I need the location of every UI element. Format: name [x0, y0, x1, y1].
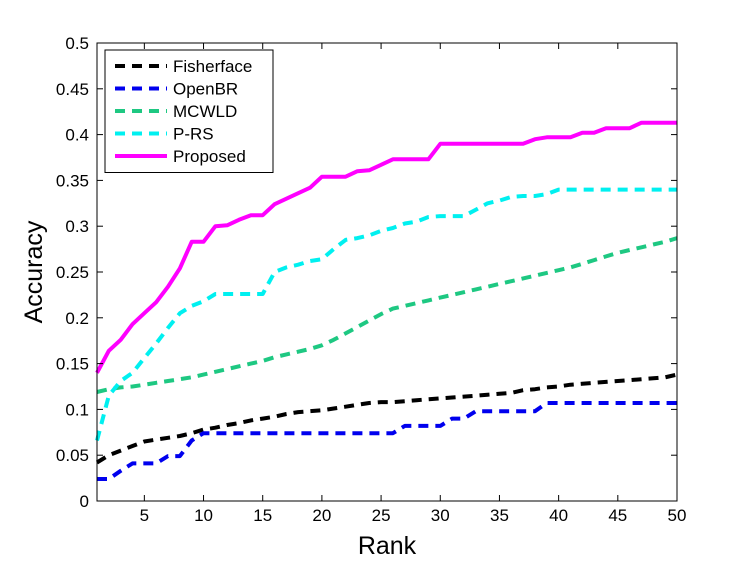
x-tick-label: 25	[372, 506, 391, 525]
legend-label-p-rs: P-RS	[173, 125, 214, 144]
x-tick-label: 40	[549, 506, 568, 525]
y-tick-label: 0.4	[65, 126, 89, 145]
series-line-proposed	[95, 120, 677, 374]
y-tick-label: 0.5	[65, 34, 89, 53]
y-tick-label: 0.2	[65, 309, 89, 328]
legend-label-fisherface: Fisherface	[173, 57, 252, 76]
x-tick-label: 30	[431, 506, 450, 525]
y-tick-label: 0.3	[65, 217, 89, 236]
series-line-mcwld	[96, 236, 678, 394]
x-tick-label: 45	[608, 506, 627, 525]
x-axis-title: Rank	[358, 532, 417, 560]
y-tick-label: 0	[80, 492, 89, 511]
series-layer	[95, 120, 678, 481]
y-tick-label: 0.1	[65, 400, 89, 419]
y-tick-label: 0.35	[56, 171, 89, 190]
legend-label-openbr: OpenBR	[173, 80, 238, 99]
series-line-p-rs	[95, 187, 677, 442]
tick-layer: 5 10 15 20 25 30 35 40 45 50 0 0.05 0.1 0.15 0.2 0.25 0.…	[56, 34, 687, 525]
x-tick-label: 10	[194, 506, 213, 525]
y-tick-label: 0.15	[56, 355, 89, 374]
series-line-fisherface	[95, 372, 678, 465]
y-tick-label: 0.45	[56, 80, 89, 99]
x-tick-label: 5	[140, 506, 149, 525]
legend-label-proposed: Proposed	[173, 147, 246, 166]
series-line-openbr	[97, 401, 677, 481]
y-axis-title: Accuracy	[20, 220, 48, 323]
x-tick-label: 15	[253, 506, 272, 525]
y-tick-label: 0.05	[56, 446, 89, 465]
x-tick-label: 50	[668, 506, 687, 525]
x-tick-label: 35	[490, 506, 509, 525]
y-tick-label: 0.25	[56, 263, 89, 282]
legend: Fisherface OpenBR MCWLD P-RS Proposed	[104, 49, 274, 173]
x-tick-label: 20	[312, 506, 331, 525]
legend-label-mcwld: MCWLD	[173, 102, 237, 121]
